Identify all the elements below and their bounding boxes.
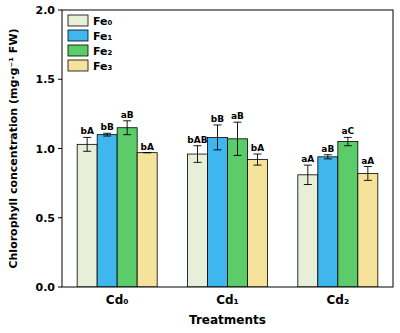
error-bar	[103, 133, 111, 136]
bar	[358, 173, 378, 287]
y-tick-label: 2.0	[36, 4, 56, 17]
legend-label: Fe₂	[93, 45, 113, 58]
y-axis-label: Chlorophyll concentration (mg·g⁻¹ FW)	[7, 28, 20, 268]
legend-label: Fe₀	[93, 15, 113, 28]
bar	[248, 160, 268, 287]
legend-swatch	[68, 60, 88, 71]
bar	[117, 128, 137, 287]
bar	[97, 135, 117, 287]
annotation: bB	[101, 122, 114, 132]
error-bar	[194, 146, 202, 163]
x-tick-label: Cd₀	[106, 293, 129, 307]
legend: Fe₀ Fe₁ Fe₂ Fe₃	[68, 15, 113, 73]
annotation: aC	[341, 126, 354, 136]
y-tick	[58, 79, 62, 80]
annotation: bA	[140, 142, 153, 152]
x-axis-label: Treatments	[189, 313, 266, 327]
annotation: aA	[301, 154, 314, 164]
annotation: aA	[361, 156, 374, 166]
bar	[137, 153, 157, 287]
annotation: bA	[80, 126, 93, 136]
annotation: bB	[211, 114, 224, 124]
error-bar	[214, 125, 222, 150]
y-tick-label: 0.0	[36, 281, 56, 294]
bar	[208, 137, 228, 287]
legend-swatch	[68, 45, 88, 56]
error-bar	[254, 154, 262, 165]
bar	[338, 142, 358, 287]
y-tick	[58, 217, 62, 218]
annotation: aB	[231, 111, 244, 121]
x-tick-label: Cd₁	[216, 293, 239, 307]
error-bar	[344, 137, 352, 145]
annotation: aB	[321, 144, 334, 154]
error-bar	[324, 155, 332, 159]
error-bar	[234, 122, 242, 155]
legend-label: Fe₁	[93, 30, 113, 43]
bar	[188, 154, 208, 287]
y-tick-label: 1.0	[36, 143, 56, 156]
bar	[298, 175, 318, 287]
y-tick	[58, 148, 62, 149]
legend-label: Fe₃	[93, 60, 113, 73]
error-bar	[123, 121, 131, 135]
legend-swatch	[68, 15, 88, 26]
bar	[318, 157, 338, 287]
error-bar	[83, 137, 91, 151]
y-tick-label: 1.5	[36, 73, 56, 86]
chart: bA bAB aA bB bB aB aB aB aC bA bA aA 0.0 0.5 1.0 1.5 2.0…	[0, 0, 400, 333]
x-tick-label: Cd₂	[327, 293, 350, 307]
bars	[77, 121, 378, 287]
y-tick	[58, 287, 62, 288]
annotation: bAB	[187, 135, 207, 145]
bar	[77, 144, 97, 287]
y-tick-label: 0.5	[36, 212, 56, 225]
error-bar	[304, 165, 312, 184]
bar	[228, 139, 248, 287]
frame	[62, 10, 393, 287]
y-tick	[58, 10, 62, 11]
error-bar	[143, 152, 151, 153]
annotation: aB	[121, 110, 134, 120]
error-bar	[364, 167, 372, 181]
annotation: bA	[251, 143, 264, 153]
legend-swatch	[68, 30, 88, 41]
